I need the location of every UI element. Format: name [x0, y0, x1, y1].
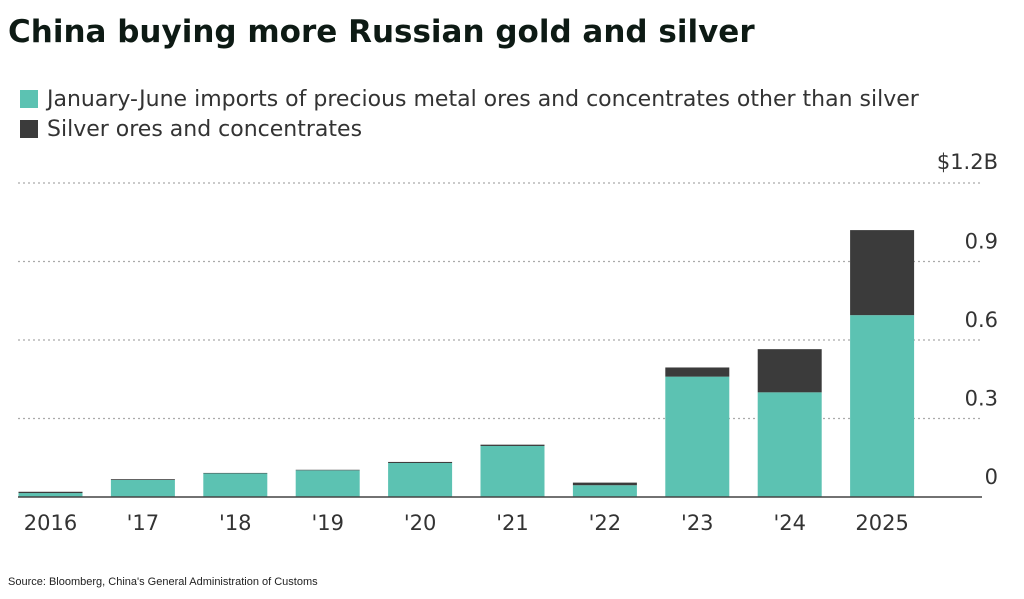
x-tick-label: 2016	[24, 511, 77, 535]
x-tick-label: '19	[311, 511, 344, 535]
bar-other-metals	[850, 315, 915, 497]
bar-silver	[388, 461, 453, 463]
y-tick-label: 0	[985, 465, 998, 489]
bar-other-metals	[757, 392, 822, 497]
bar-silver	[295, 469, 360, 471]
bar-silver	[480, 444, 545, 446]
bar-other-metals	[295, 470, 360, 497]
legend-swatch-other-metals	[20, 90, 38, 108]
y-tick-label: 0.6	[965, 308, 998, 332]
x-tick-label: '18	[219, 511, 252, 535]
bar-silver	[572, 482, 637, 486]
source-note: Source: Bloomberg, China's General Admin…	[8, 576, 318, 588]
y-tick-label: 0.9	[965, 230, 998, 254]
chart-title: China buying more Russian gold and silve…	[8, 14, 755, 50]
bar-other-metals	[110, 479, 175, 497]
legend-label-silver: Silver ores and concentrates	[47, 116, 363, 142]
legend-label-other-metals: January-June imports of precious metal o…	[47, 86, 919, 112]
bar-other-metals	[572, 485, 637, 497]
bar-other-metals	[18, 493, 83, 497]
x-tick-label: '22	[589, 511, 622, 535]
bar-other-metals	[480, 445, 545, 497]
bar-silver	[18, 491, 83, 494]
x-tick-label: '17	[127, 511, 160, 535]
x-tick-label: '21	[496, 511, 529, 535]
bar-silver	[850, 230, 915, 316]
bar-other-metals	[388, 462, 453, 497]
x-tick-label: '20	[404, 511, 437, 535]
legend-item-other-metals: January-June imports of precious metal o…	[20, 84, 919, 114]
y-tick-label: 0.3	[965, 387, 998, 411]
x-tick-label: '24	[773, 511, 806, 535]
bar-silver	[757, 349, 822, 393]
legend-swatch-silver	[20, 120, 38, 138]
bar-silver	[203, 472, 268, 474]
bar-other-metals	[665, 376, 730, 497]
bar-silver	[110, 479, 175, 480]
x-tick-label: '23	[681, 511, 714, 535]
bar-other-metals	[203, 473, 268, 497]
bar-silver	[665, 367, 730, 377]
x-tick-label: 2025	[855, 511, 908, 535]
y-tick-label: $1.2B	[937, 150, 998, 174]
legend-item-silver: Silver ores and concentrates	[20, 114, 919, 144]
legend: January-June imports of precious metal o…	[20, 84, 919, 144]
